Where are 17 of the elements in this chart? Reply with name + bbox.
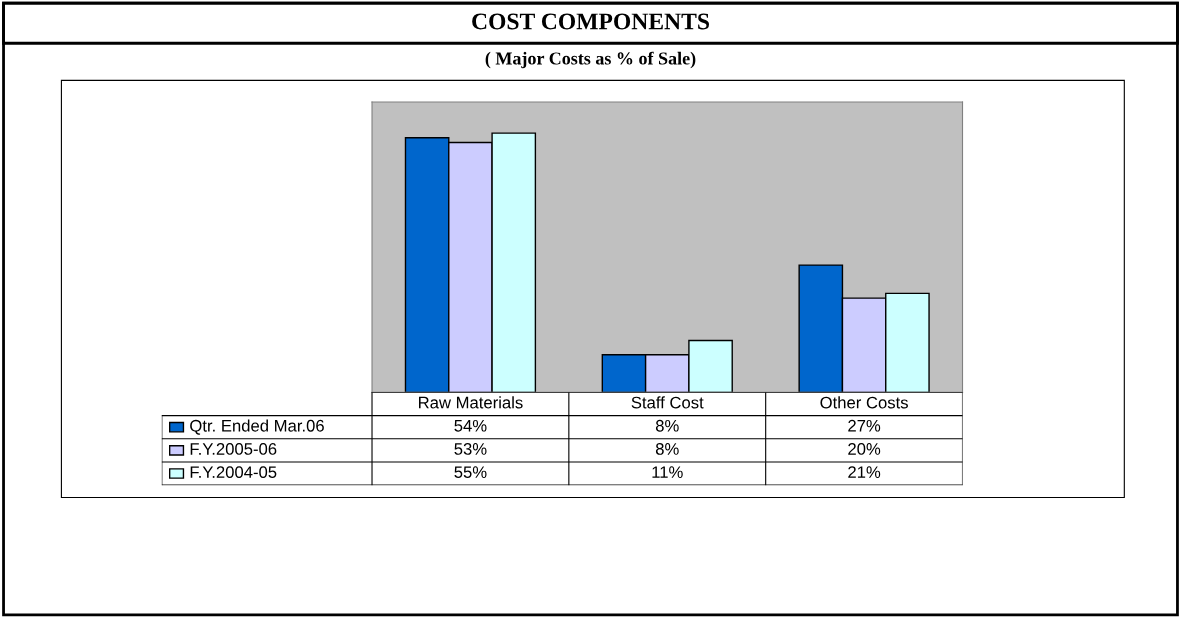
x-tick-label: Raw Materials xyxy=(419,396,523,409)
data-label: 8% xyxy=(655,419,679,432)
data-label: 54% xyxy=(454,419,487,432)
x-tick-label: Other Costs xyxy=(820,396,908,409)
legend-label: Qtr. Ended Mar.06 xyxy=(190,419,324,435)
data-label: 27% xyxy=(848,419,881,432)
data-label: 53% xyxy=(454,443,487,455)
data-label: 55% xyxy=(454,466,487,479)
data-label: 21% xyxy=(848,466,881,478)
data-label: 20% xyxy=(848,443,881,455)
legend-label: F.Y.2004-05 xyxy=(190,466,277,479)
data-label: 11% xyxy=(652,466,683,478)
legend-label: F.Y.2005-06 xyxy=(190,443,277,455)
chart-title: COST COMPONENTS xyxy=(472,13,709,30)
data-label: 8% xyxy=(655,443,679,455)
chart-subtitle: ( Major Costs as % of Sale) xyxy=(485,51,696,69)
x-tick-label: Staff Cost xyxy=(631,396,704,409)
